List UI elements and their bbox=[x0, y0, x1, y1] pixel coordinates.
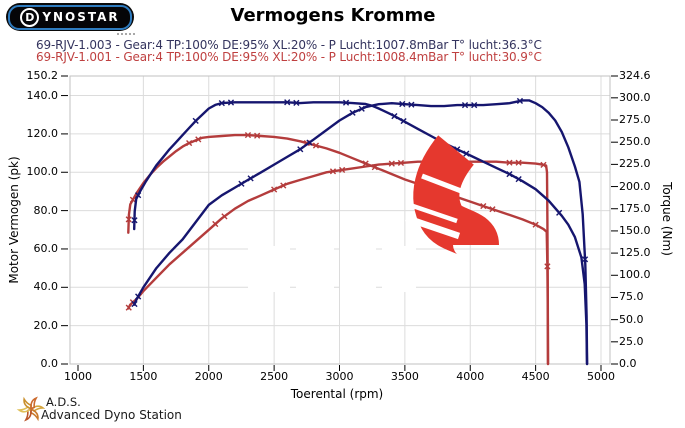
x-tick-label: 3000 bbox=[325, 370, 354, 383]
run-info-line-1: 69-RJV-1.003 - Gear:4 TP:100% DE:95% XL:… bbox=[36, 38, 542, 52]
page-title: Vermogens Kromme bbox=[230, 5, 436, 26]
logo-fineprint-mark bbox=[117, 33, 135, 35]
x-tick-label: 3500 bbox=[390, 370, 419, 383]
y-left-tick-label: 120.0 bbox=[26, 126, 59, 140]
dynostar-wordmark: YNOSTAR bbox=[42, 10, 120, 24]
x-tick-label: 1000 bbox=[64, 370, 92, 383]
dynostar-d-emblem: D bbox=[20, 7, 40, 27]
y-right-tick-label: 175.0 bbox=[619, 201, 651, 215]
y-left-tick-label: 40.0 bbox=[33, 280, 59, 294]
x-axis-title: Toerental (rpm) bbox=[290, 387, 384, 401]
y-right-tick-label: 200.0 bbox=[619, 179, 651, 193]
y-right-tick-label: 324.6 bbox=[619, 69, 651, 82]
x-tick-label: 4500 bbox=[521, 370, 550, 383]
y-left-tick-label: 150.2 bbox=[26, 69, 59, 82]
x-tick-label: 4000 bbox=[456, 370, 485, 383]
x-tick-label: 1500 bbox=[129, 370, 158, 383]
series-torque-run-1001 bbox=[125, 131, 551, 366]
dynostar-logo: D YNOSTAR bbox=[6, 3, 134, 31]
run-info-line-2: 69-RJV-1.001 - Gear:4 TP:100% DE:95% XL:… bbox=[36, 50, 542, 64]
series-power-run-1001 bbox=[125, 158, 550, 366]
y-left-tick-label: 80.0 bbox=[33, 203, 59, 217]
footer-abbrev: A.D.S. bbox=[46, 395, 81, 409]
elbow-watermark bbox=[404, 135, 499, 256]
y-right-tick-label: 275.0 bbox=[619, 113, 651, 126]
y-right-tick-label: 75.0 bbox=[619, 290, 644, 304]
series-power-run-1003 bbox=[131, 97, 589, 366]
y-right-tick-label: 225.0 bbox=[619, 157, 651, 171]
footer-name: Advanced Dyno Station bbox=[41, 408, 182, 422]
dyno-station-swirl-icon bbox=[16, 396, 46, 422]
x-tick-label: 2500 bbox=[260, 370, 289, 383]
y-right-tick-label: 0.0 bbox=[619, 357, 637, 370]
y-left-tick-label: 0.0 bbox=[40, 357, 59, 370]
y-left-tick-label: 60.0 bbox=[33, 241, 59, 255]
y-right-tick-label: 100.0 bbox=[619, 268, 651, 282]
y-left-tick-label: 100.0 bbox=[26, 165, 59, 179]
y-axis-title-right: Torque (Nm) bbox=[660, 182, 674, 256]
y-right-tick-label: 150.0 bbox=[619, 223, 651, 237]
y-right-tick-label: 250.0 bbox=[619, 135, 651, 149]
x-tick-label: 2000 bbox=[194, 370, 223, 383]
y-right-tick-label: 50.0 bbox=[619, 312, 644, 326]
y-right-tick-label: 300.0 bbox=[619, 90, 651, 104]
x-tick-label: 5000 bbox=[587, 370, 615, 383]
dynostar-logo-ring: D YNOSTAR bbox=[8, 4, 132, 30]
y-left-tick-label: 20.0 bbox=[33, 318, 59, 332]
y-right-tick-label: 25.0 bbox=[619, 334, 644, 348]
y-left-tick-label: 140.0 bbox=[26, 88, 59, 102]
y-right-tick-label: 125.0 bbox=[619, 246, 651, 260]
